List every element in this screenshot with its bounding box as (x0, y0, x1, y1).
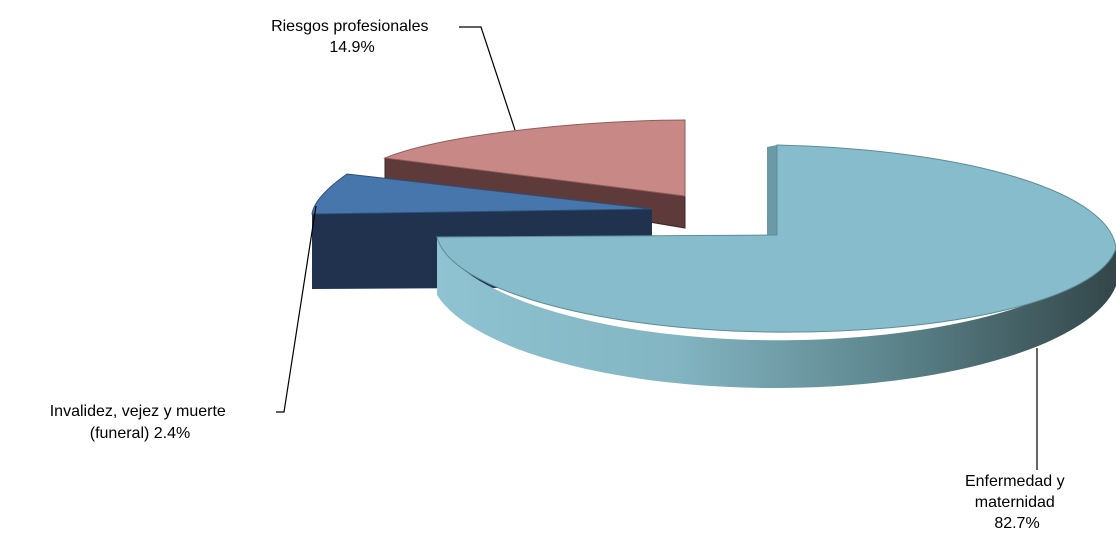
label-enfermedad-line-2: maternidad (975, 494, 1055, 511)
slice-labels: Riesgos profesionales 14.9% Invalidez, v… (50, 18, 1069, 532)
slice-enfermedad-side (437, 237, 1116, 389)
label-invalidez-line-1: Invalidez, vejez y muerte (50, 403, 226, 420)
slice-enfermedad-maternidad (436, 144, 1116, 389)
label-riesgos: Riesgos profesionales 14.9% (271, 18, 433, 56)
slice-enfermedad-top (436, 144, 1116, 333)
label-riesgos-line-2: 14.9% (329, 39, 374, 56)
slice-invalidez-top (311, 173, 653, 215)
label-invalidez-line-2: (funeral) 2.4% (90, 425, 191, 442)
leader-invalidez (276, 205, 317, 413)
label-enfermedad: Enfermedad y maternidad 82.7% (965, 473, 1069, 532)
slice-riesgos-top (383, 119, 686, 197)
label-invalidez: Invalidez, vejez y muerte (funeral) 2.4% (50, 403, 231, 442)
label-enfermedad-line-1: Enfermedad y (965, 473, 1065, 490)
leader-lines (276, 26, 1038, 470)
label-riesgos-line-1: Riesgos profesionales (271, 18, 428, 35)
leader-riesgos (459, 26, 516, 131)
slice-enfermedad-inner-side (767, 145, 777, 235)
label-enfermedad-line-3: 82.7% (994, 515, 1039, 532)
